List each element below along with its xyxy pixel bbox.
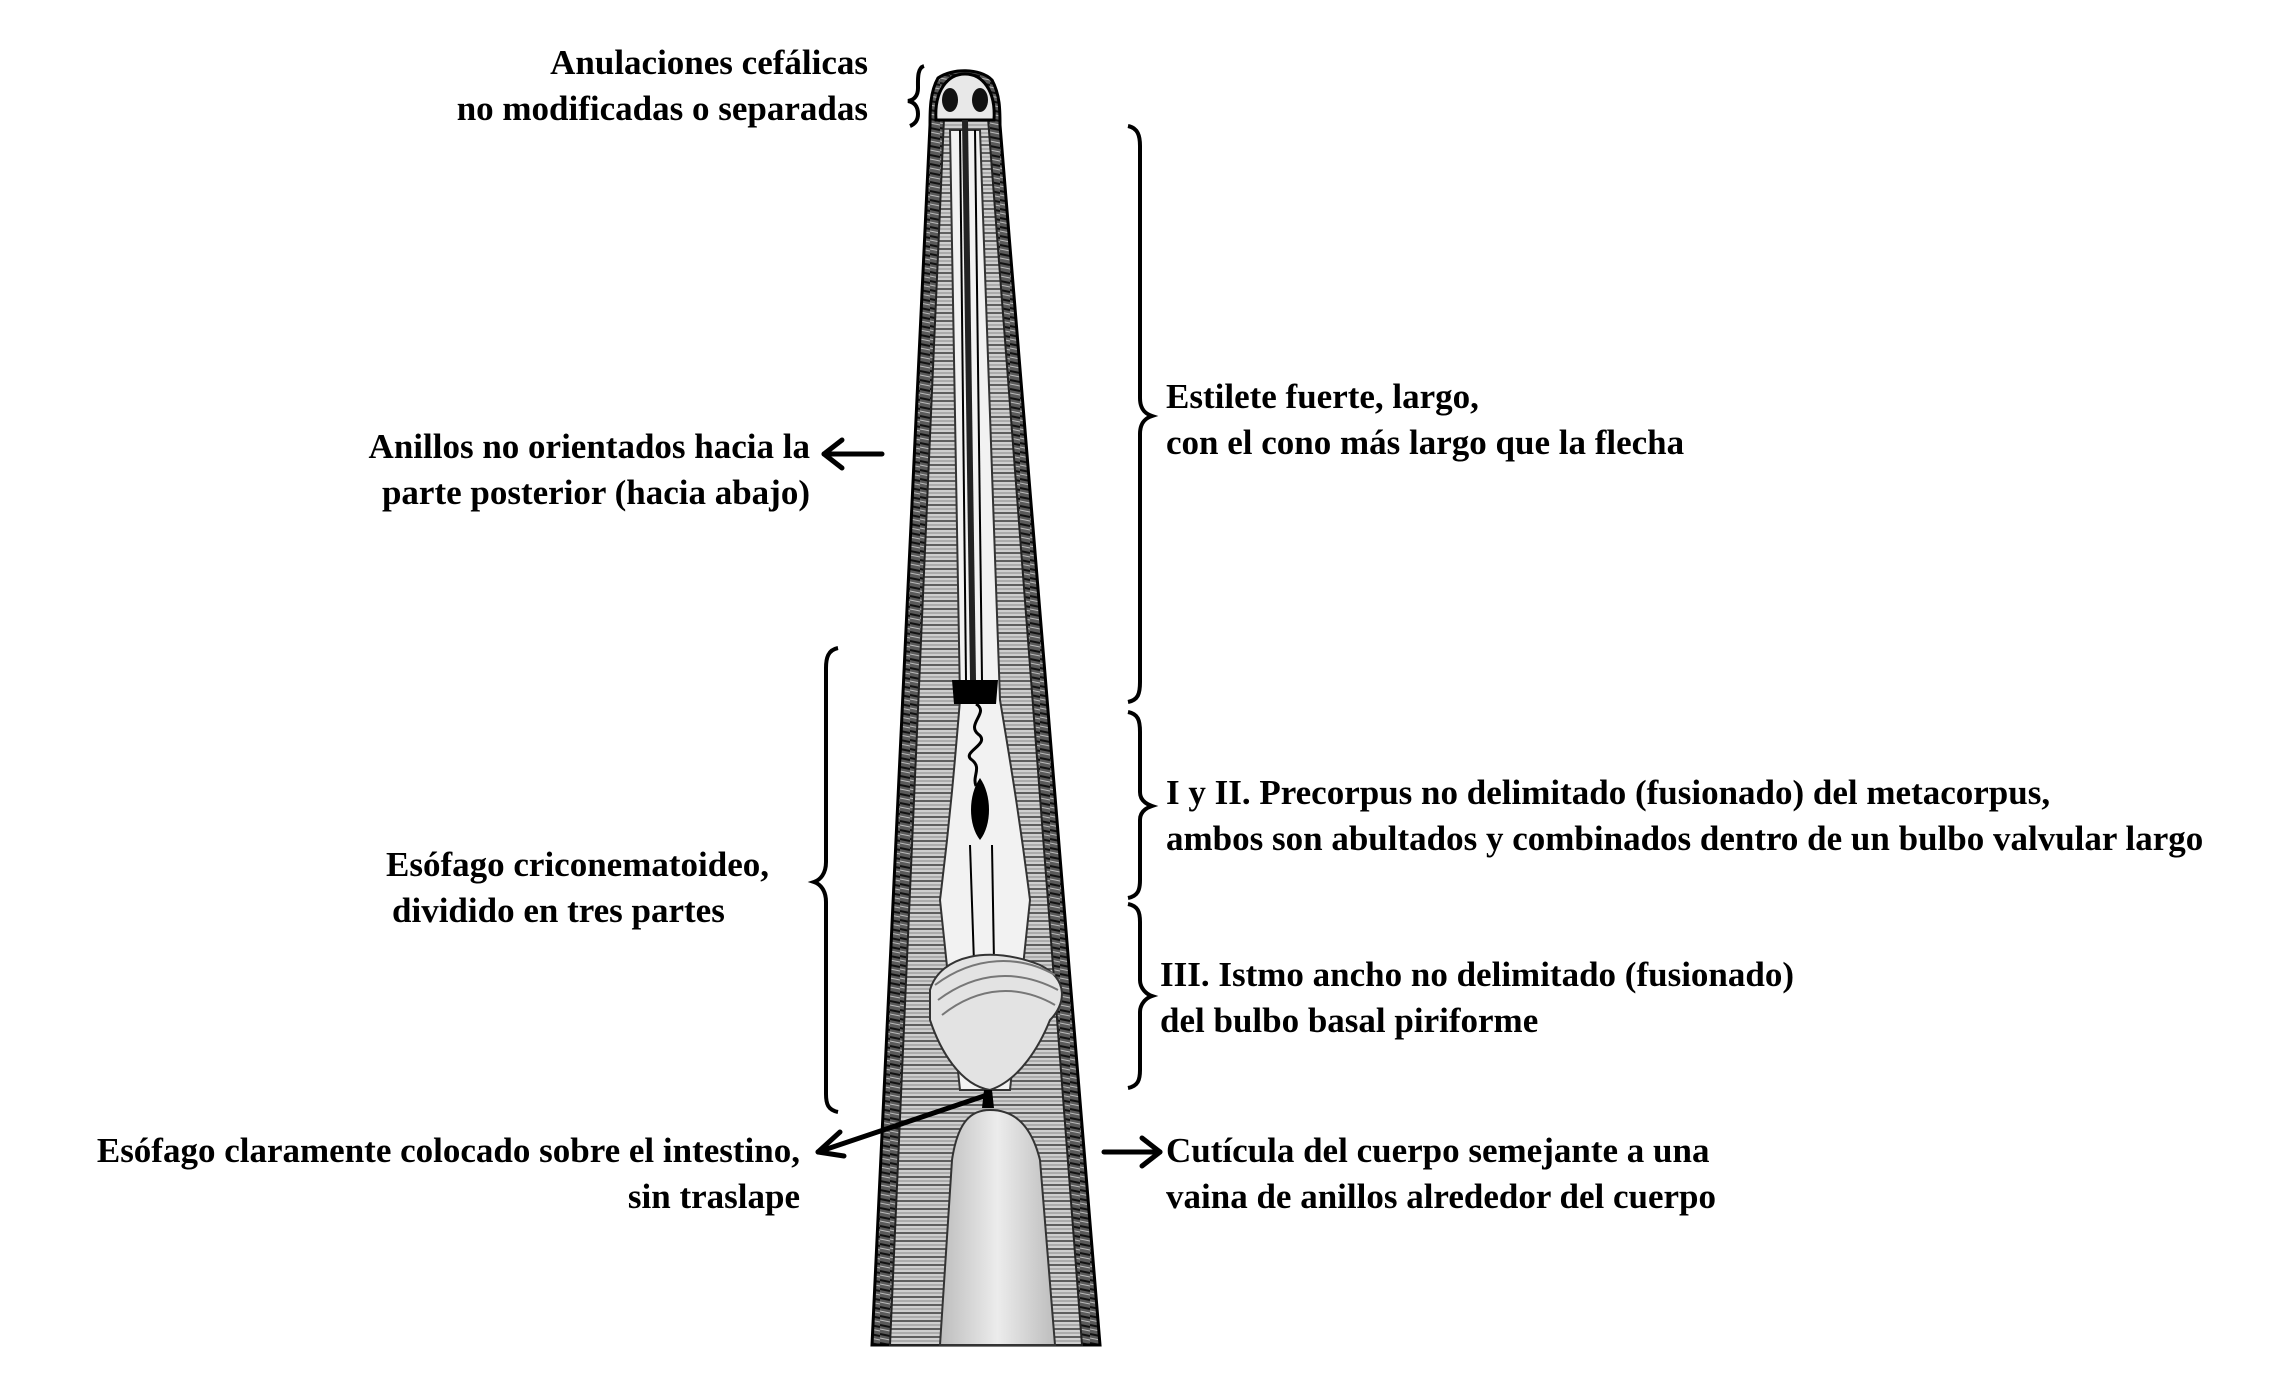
arrows bbox=[815, 437, 1163, 1169]
label-cuticle-line1: Cutícula del cuerpo semejante a una bbox=[1166, 1131, 1710, 1170]
label-esophagus: Esófago criconematoideo, dividido en tre… bbox=[386, 842, 769, 934]
bracket-isthmus bbox=[1127, 902, 1159, 1090]
label-cephalic-annules: Anulaciones cefálicas no modificadas o s… bbox=[457, 40, 868, 132]
label-rings-line2: parte posterior (hacia abajo) bbox=[381, 473, 810, 512]
label-cuticle-line2: vaina de anillos alrededor del cuerpo bbox=[1166, 1177, 1716, 1216]
bracket-precorpus bbox=[1127, 710, 1159, 900]
nematode-body bbox=[870, 69, 1102, 1347]
label-isthmus-line2: del bulbo basal piriforme bbox=[1160, 1001, 1539, 1040]
bracket-esophagus bbox=[807, 646, 839, 1114]
label-stylet-line2: con el cono más largo que la flecha bbox=[1166, 423, 1685, 462]
label-precorpus: I y II. Precorpus no delimitado (fusiona… bbox=[1166, 770, 2203, 862]
head-annule-right bbox=[972, 88, 988, 112]
label-isthmus-line1: III. Istmo ancho no delimitado (fusionad… bbox=[1160, 955, 1794, 994]
arrow-placement bbox=[815, 1091, 993, 1159]
label-placement-line2: sin traslape bbox=[627, 1177, 800, 1216]
stylet-line bbox=[959, 129, 967, 681]
bracket-head bbox=[907, 64, 925, 128]
label-stylet-line1: Estilete fuerte, largo, bbox=[1166, 377, 1479, 416]
label-stylet: Estilete fuerte, largo, con el cono más … bbox=[1166, 374, 1684, 466]
median-valve bbox=[971, 778, 989, 840]
intestine bbox=[938, 1108, 1057, 1346]
label-isthmus: III. Istmo ancho no delimitado (fusionad… bbox=[1160, 952, 1794, 1044]
label-esophagus-line2: dividido en tres partes bbox=[392, 891, 725, 930]
label-rings-line1: Anillos no orientados hacia la bbox=[368, 427, 810, 466]
stylet-knobs bbox=[952, 680, 998, 704]
head-annule-left bbox=[942, 88, 958, 112]
gland-duct bbox=[968, 702, 983, 787]
brackets bbox=[807, 64, 1159, 1114]
label-esophagus-line1: Esófago criconematoideo, bbox=[386, 845, 769, 884]
label-cephalic-line2: no modificadas o separadas bbox=[456, 89, 868, 128]
label-precorpus-line1: I y II. Precorpus no delimitado (fusiona… bbox=[1166, 773, 2051, 812]
label-cephalic-line1: Anulaciones cefálicas bbox=[550, 43, 868, 82]
bracket-stylet bbox=[1127, 124, 1159, 704]
label-placement-line1: Esófago claramente colocado sobre el int… bbox=[96, 1131, 800, 1170]
label-rings-orientation: Anillos no orientados hacia la parte pos… bbox=[369, 424, 810, 516]
basal-bulb bbox=[929, 953, 1063, 1092]
label-esophagus-placement: Esófago claramente colocado sobre el int… bbox=[97, 1128, 800, 1220]
label-cuticle: Cutícula del cuerpo semejante a una vain… bbox=[1166, 1128, 1716, 1220]
basal-bulb-fibers bbox=[934, 960, 1059, 1016]
stylet bbox=[962, 120, 976, 680]
stylet-line-2 bbox=[974, 129, 983, 681]
label-precorpus-line2: ambos son abultados y combinados dentro … bbox=[1166, 819, 2204, 858]
arrow-cuticle bbox=[1101, 1135, 1163, 1169]
arrow-rings bbox=[821, 437, 885, 471]
